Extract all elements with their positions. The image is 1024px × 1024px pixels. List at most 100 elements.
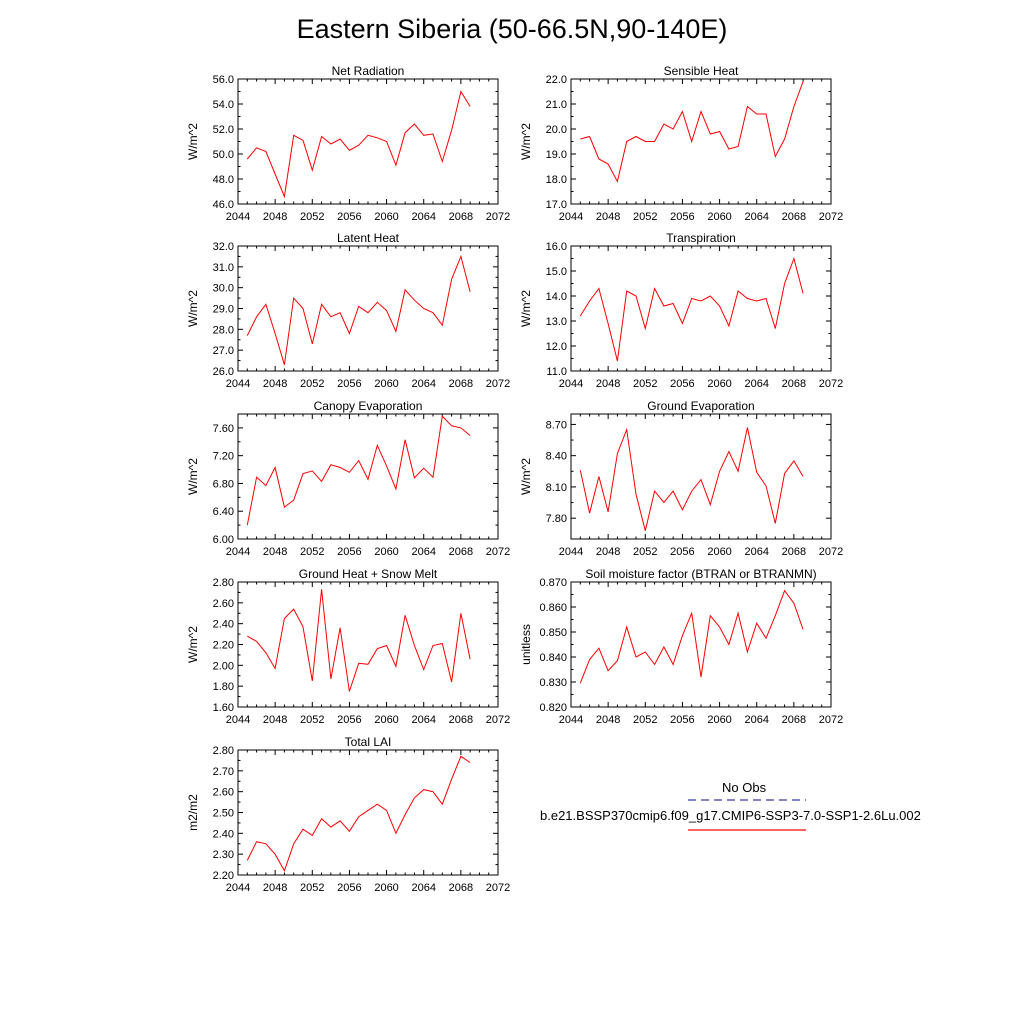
canopy-evaporation-series-line [246, 415, 471, 526]
latent-heat-xtick-label: 2048 [263, 378, 287, 390]
total-lai-ytick-label: 2.60 [213, 787, 234, 799]
transpiration-xtick-label: 2056 [670, 378, 694, 390]
canopy-evaporation-ytick-label: 6.00 [213, 534, 234, 546]
sensible-heat-xtick-label: 2052 [633, 211, 657, 223]
soil-moisture-factor-btran-or-btranmn-xtick-label: 2068 [782, 714, 806, 726]
soil-moisture-factor-btran-or-btranmn-ylabel: unitless [519, 624, 533, 665]
soil-moisture-factor-btran-or-btranmn-ytick-label: 0.860 [539, 602, 567, 614]
net-radiation-ytick-label: 50.0 [213, 149, 234, 161]
sensible-heat-xtick-label: 2060 [707, 211, 731, 223]
net-radiation-xtick-label: 2068 [449, 211, 473, 223]
net-radiation-xtick-label: 2072 [486, 211, 510, 223]
canopy-evaporation-xtick-label: 2052 [300, 546, 324, 558]
canopy-evaporation-ytick-label: 6.40 [213, 506, 234, 518]
sensible-heat-ytick-label: 17.0 [546, 199, 567, 211]
net-radiation-ytick-label: 54.0 [213, 99, 234, 111]
transpiration-xtick-label: 2068 [782, 378, 806, 390]
soil-moisture-factor-btran-or-btranmn-ytick-label: 0.870 [539, 577, 567, 589]
latent-heat-xtick-label: 2068 [449, 378, 473, 390]
ground-heat-snow-melt-ytick-label: 1.60 [213, 702, 234, 714]
transpiration-xtick-label: 2072 [819, 378, 843, 390]
latent-heat-ylabel: W/m^2 [186, 290, 200, 327]
ground-evaporation-xtick-label: 2056 [670, 546, 694, 558]
total-lai-xtick-label: 2060 [374, 882, 398, 894]
latent-heat-frame [237, 245, 499, 372]
total-lai-title: Total LAI [345, 735, 392, 749]
ground-heat-snow-melt-xtick-label: 2068 [449, 714, 473, 726]
net-radiation-ytick-label: 48.0 [213, 174, 234, 186]
canopy-evaporation-xtick-label: 2056 [337, 546, 361, 558]
ground-evaporation-xtick-label: 2052 [633, 546, 657, 558]
ground-heat-snow-melt-ytick-label: 2.00 [213, 660, 234, 672]
sensible-heat-ytick-label: 22.0 [546, 74, 567, 86]
canopy-evaporation-xtick-label: 2064 [411, 546, 435, 558]
total-lai-xtick-label: 2052 [300, 882, 324, 894]
canopy-evaporation-xtick-label: 2060 [374, 546, 398, 558]
latent-heat-ytick-label: 29.0 [213, 304, 234, 316]
transpiration-ytick-label: 14.0 [546, 291, 567, 303]
legend-no-obs-line [688, 799, 806, 801]
soil-moisture-factor-btran-or-btranmn-title: Soil moisture factor (BTRAN or BTRANMN) [585, 567, 816, 581]
soil-moisture-factor-btran-or-btranmn-series-line [579, 589, 804, 684]
ground-evaporation-xtick-label: 2072 [819, 546, 843, 558]
latent-heat-ytick-label: 31.0 [213, 262, 234, 274]
total-lai-xtick-label: 2068 [449, 882, 473, 894]
ground-evaporation-xtick-label: 2068 [782, 546, 806, 558]
soil-moisture-factor-btran-or-btranmn-ytick-label: 0.840 [539, 652, 567, 664]
ground-heat-snow-melt-ytick-label: 1.80 [213, 681, 234, 693]
canopy-evaporation-xtick-label: 2048 [263, 546, 287, 558]
canopy-evaporation-ytick-label: 7.60 [213, 423, 234, 435]
ground-heat-snow-melt-ytick-label: 2.20 [213, 640, 234, 652]
ground-evaporation-ytick-label: 8.70 [546, 419, 567, 431]
canopy-evaporation-xtick-label: 2072 [486, 546, 510, 558]
total-lai-ytick-label: 2.80 [213, 745, 234, 757]
transpiration-xtick-label: 2060 [707, 378, 731, 390]
latent-heat-xtick-label: 2052 [300, 378, 324, 390]
net-radiation-ylabel: W/m^2 [186, 123, 200, 160]
canopy-evaporation-ytick-label: 6.80 [213, 478, 234, 490]
sensible-heat-series-line [580, 81, 804, 183]
total-lai-xtick-label: 2056 [337, 882, 361, 894]
total-lai-ytick-label: 2.20 [213, 870, 234, 882]
sensible-heat-ytick-label: 20.0 [546, 124, 567, 136]
canopy-evaporation-xtick-label: 2068 [449, 546, 473, 558]
ground-heat-snow-melt-ytick-label: 2.60 [213, 598, 234, 610]
canopy-evaporation-ylabel: W/m^2 [186, 458, 200, 495]
latent-heat-xtick-label: 2060 [374, 378, 398, 390]
ground-evaporation-title: Ground Evaporation [647, 399, 754, 413]
transpiration-ytick-label: 12.0 [546, 341, 567, 353]
transpiration-ylabel: W/m^2 [519, 290, 533, 327]
canopy-evaporation-title: Canopy Evaporation [314, 399, 423, 413]
total-lai-series-line [246, 755, 471, 873]
ground-heat-snow-melt-series-line [247, 589, 471, 692]
ground-heat-snow-melt-frame [237, 581, 499, 708]
total-lai-xtick-label: 2048 [263, 882, 287, 894]
ground-heat-snow-melt-ytick-label: 2.80 [213, 577, 234, 589]
net-radiation-ytick-label: 52.0 [213, 124, 234, 136]
latent-heat-ytick-label: 27.0 [213, 345, 234, 357]
transpiration-ytick-label: 13.0 [546, 316, 567, 328]
ground-heat-snow-melt-ytick-label: 2.40 [213, 619, 234, 631]
transpiration-series-line [579, 256, 804, 362]
soil-moisture-factor-btran-or-btranmn-xtick-label: 2072 [819, 714, 843, 726]
soil-moisture-factor-btran-or-btranmn-ytick-label: 0.850 [539, 627, 567, 639]
ground-heat-snow-melt-xtick-label: 2060 [374, 714, 398, 726]
transpiration-ytick-label: 11.0 [546, 366, 567, 378]
transpiration-xtick-label: 2064 [744, 378, 768, 390]
latent-heat-series-line [246, 254, 471, 365]
ground-evaporation-xtick-label: 2060 [707, 546, 731, 558]
latent-heat-xtick-label: 2056 [337, 378, 361, 390]
sensible-heat-ytick-label: 21.0 [546, 99, 567, 111]
sensible-heat-ylabel: W/m^2 [519, 123, 533, 160]
net-radiation-xtick-label: 2056 [337, 211, 361, 223]
soil-moisture-factor-btran-or-btranmn-xtick-label: 2064 [744, 714, 768, 726]
latent-heat-xtick-label: 2044 [226, 378, 250, 390]
legend-case-line [688, 829, 806, 831]
transpiration-xtick-label: 2052 [633, 378, 657, 390]
ground-evaporation-ylabel: W/m^2 [519, 458, 533, 495]
latent-heat-ytick-label: 26.0 [213, 366, 234, 378]
soil-moisture-factor-btran-or-btranmn-xtick-label: 2056 [670, 714, 694, 726]
net-radiation-series-line [246, 90, 471, 199]
ground-heat-snow-melt-xtick-label: 2064 [411, 714, 435, 726]
transpiration-title: Transpiration [666, 231, 736, 245]
